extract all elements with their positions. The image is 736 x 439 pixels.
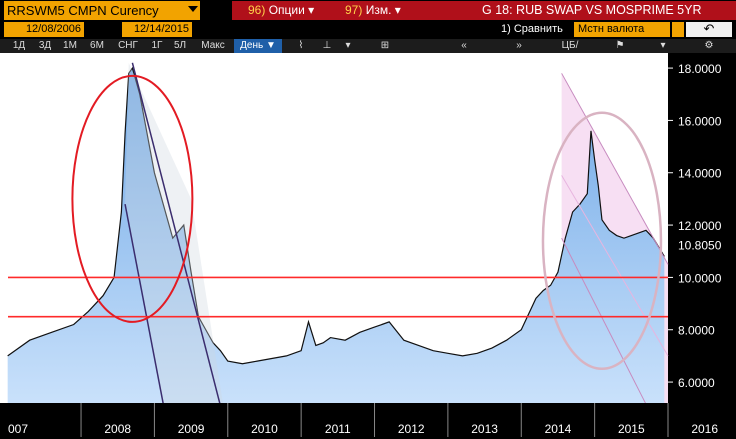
edit-number: 97): [345, 3, 363, 17]
price-chart[interactable]: 6.0000 8.0000 10.0000 12.0000 14.0000 16.0000…: [0, 53, 736, 439]
x-tick-label: 2013: [471, 422, 498, 436]
x-tick-label: 007: [8, 422, 28, 436]
x-tick-label: 2014: [545, 422, 572, 436]
y-tick-label: 8.0000: [678, 324, 715, 338]
x-tick-label: 2015: [618, 422, 645, 436]
frequency-select[interactable]: День ▼: [234, 39, 282, 53]
y-tick-label: 10.0000: [678, 271, 722, 285]
date-range-bar: 12/08/2006 12/14/2015 1) Сравнить Мстн в…: [0, 21, 736, 39]
period-button-4[interactable]: СНГ: [118, 40, 138, 51]
period-button-5[interactable]: 1Г: [151, 40, 163, 51]
chart-toolbar: 1Д 3Д 1М 6М СНГ 1Г 5Л Макс День ▼ ⌇ ⊥ ▾ ⊞ Таблица « » Ц…: [0, 39, 736, 65]
x-tick-label: 2011: [325, 422, 351, 436]
analysis-button[interactable]: ЦБ/Анализ: [553, 40, 587, 65]
highlight-ellipse-red: [71, 74, 194, 323]
scroll-right-icon[interactable]: »: [516, 40, 522, 51]
period-button-7[interactable]: Макс: [201, 40, 225, 51]
start-date-field[interactable]: 12/08/2006: [4, 22, 84, 37]
compare-button[interactable]: 1) Сравнить: [501, 23, 563, 35]
period-button-1[interactable]: 3Д: [38, 40, 52, 51]
x-axis-band: [0, 403, 736, 439]
y-tick-label: 14.0000: [678, 167, 722, 181]
period-button-0[interactable]: 1Д: [12, 40, 26, 51]
period-button-2[interactable]: 1М: [63, 40, 77, 51]
line-chart-icon[interactable]: ⌇: [298, 40, 304, 51]
ticker-label: RRSWM5 CMPN Curency: [7, 3, 159, 18]
options-label: Опции: [268, 3, 305, 17]
edit-menu[interactable]: 97) Изм. ▾: [345, 1, 401, 20]
x-tick-label: 2008: [104, 422, 131, 436]
currency-dropdown-icon[interactable]: [672, 22, 684, 37]
table-button[interactable]: ⊞ Таблица: [365, 40, 404, 65]
chart-title: G 18: RUB SWAP VS MOSPRIME 5YR: [482, 3, 702, 17]
options-dropdown-icon: ▾: [308, 3, 315, 17]
currency-select[interactable]: Мстн валюта: [574, 22, 670, 37]
period-button-3[interactable]: 6М: [90, 40, 104, 51]
chart-type-dropdown-icon[interactable]: ▾: [345, 40, 351, 51]
series-line: [7, 66, 665, 365]
x-tick-label: 2010: [251, 422, 278, 436]
currency-label: Мстн валюта: [578, 23, 645, 35]
ticker-field[interactable]: RRSWM5 CMPN Curency: [4, 1, 200, 20]
options-menu[interactable]: 96) Опции ▾: [248, 1, 314, 20]
trendline-upper: [131, 62, 229, 435]
options-number: 96): [248, 3, 266, 17]
ticker-dropdown-icon[interactable]: [188, 6, 198, 12]
y-tick-label: 12.0000: [678, 219, 722, 233]
y-tick-label: 6.0000: [678, 376, 715, 390]
x-tick-label: 2012: [398, 422, 425, 436]
last-value-label: 10.8050: [678, 238, 722, 252]
end-date-field[interactable]: 12/14/2015: [122, 22, 192, 37]
channel-mid: [561, 175, 669, 357]
top-menu-bar: RRSWM5 CMPN Curency 96) Опции ▾ 97) Изм.…: [0, 0, 736, 21]
undo-arrow-icon[interactable]: ↶: [686, 22, 732, 37]
gear-icon[interactable]: ⚙: [704, 40, 714, 51]
x-tick-label: 2016: [691, 422, 718, 436]
edit-label: Изм.: [365, 3, 392, 17]
channel-upper: [561, 73, 669, 265]
highlight-ellipse-pink: [541, 111, 663, 371]
settings-dropdown-icon[interactable]: ▾: [660, 40, 666, 51]
edit-dropdown-icon: ▾: [394, 3, 401, 17]
trend-wedge-fill: [125, 62, 228, 435]
x-tick-label: 2009: [178, 422, 205, 436]
period-button-6[interactable]: 5Л: [173, 40, 187, 51]
y-tick-label: 16.0000: [678, 114, 722, 128]
scroll-left-icon[interactable]: «: [461, 40, 467, 51]
flag-icon[interactable]: ⚑: [615, 40, 625, 51]
series-area: [7, 68, 665, 403]
function-menu-bar: 96) Опции ▾ 97) Изм. ▾ G 18: RUB SWAP VS…: [232, 1, 736, 20]
y-tick-label: 18.0000: [678, 62, 722, 76]
bar-chart-icon[interactable]: ⊥: [322, 40, 332, 51]
